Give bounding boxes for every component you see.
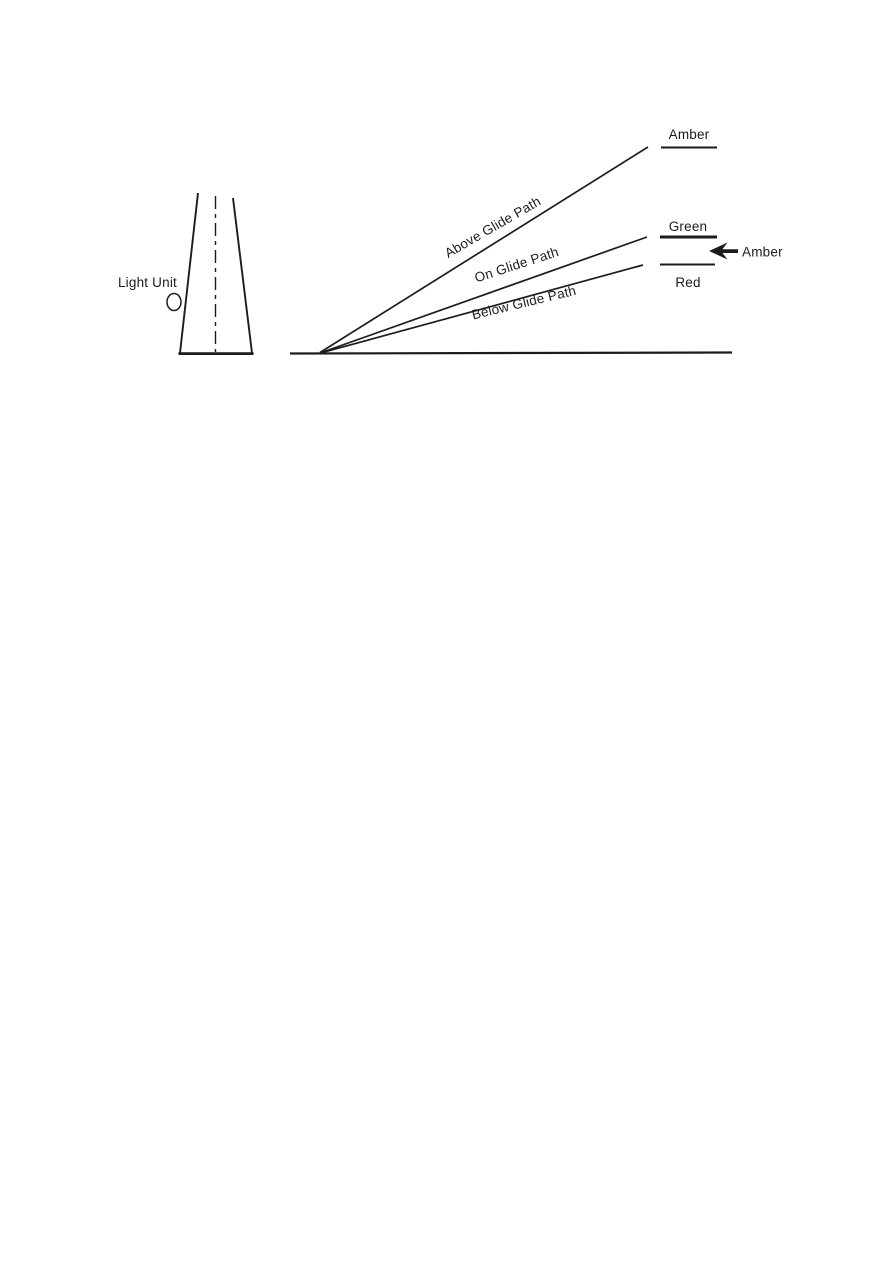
ground-line — [289, 351, 733, 355]
light-unit — [166, 192, 254, 356]
left-arrow-icon — [709, 242, 738, 260]
beam-boundary-lines — [319, 146, 649, 355]
light-unit-lens-icon — [166, 292, 182, 312]
above-glide-path-line — [319, 146, 649, 354]
light-unit-right-edge — [232, 197, 253, 354]
indication-bars — [660, 146, 717, 266]
on-glide-path-line — [319, 236, 648, 354]
green-label: Green — [669, 219, 708, 234]
below-glide-path-line — [319, 264, 644, 355]
on-glide-path-label: On Glide Path — [473, 244, 561, 285]
light-unit-left-edge — [179, 192, 199, 354]
amber-transition-label: Amber — [742, 245, 783, 260]
below-glide-path-label: Below Glide Path — [470, 283, 577, 323]
light-unit-label: Light Unit — [118, 275, 177, 290]
amber-above-label: Amber — [669, 127, 710, 142]
red-label: Red — [675, 275, 700, 290]
above-glide-path-label: Above Glide Path — [442, 194, 543, 261]
